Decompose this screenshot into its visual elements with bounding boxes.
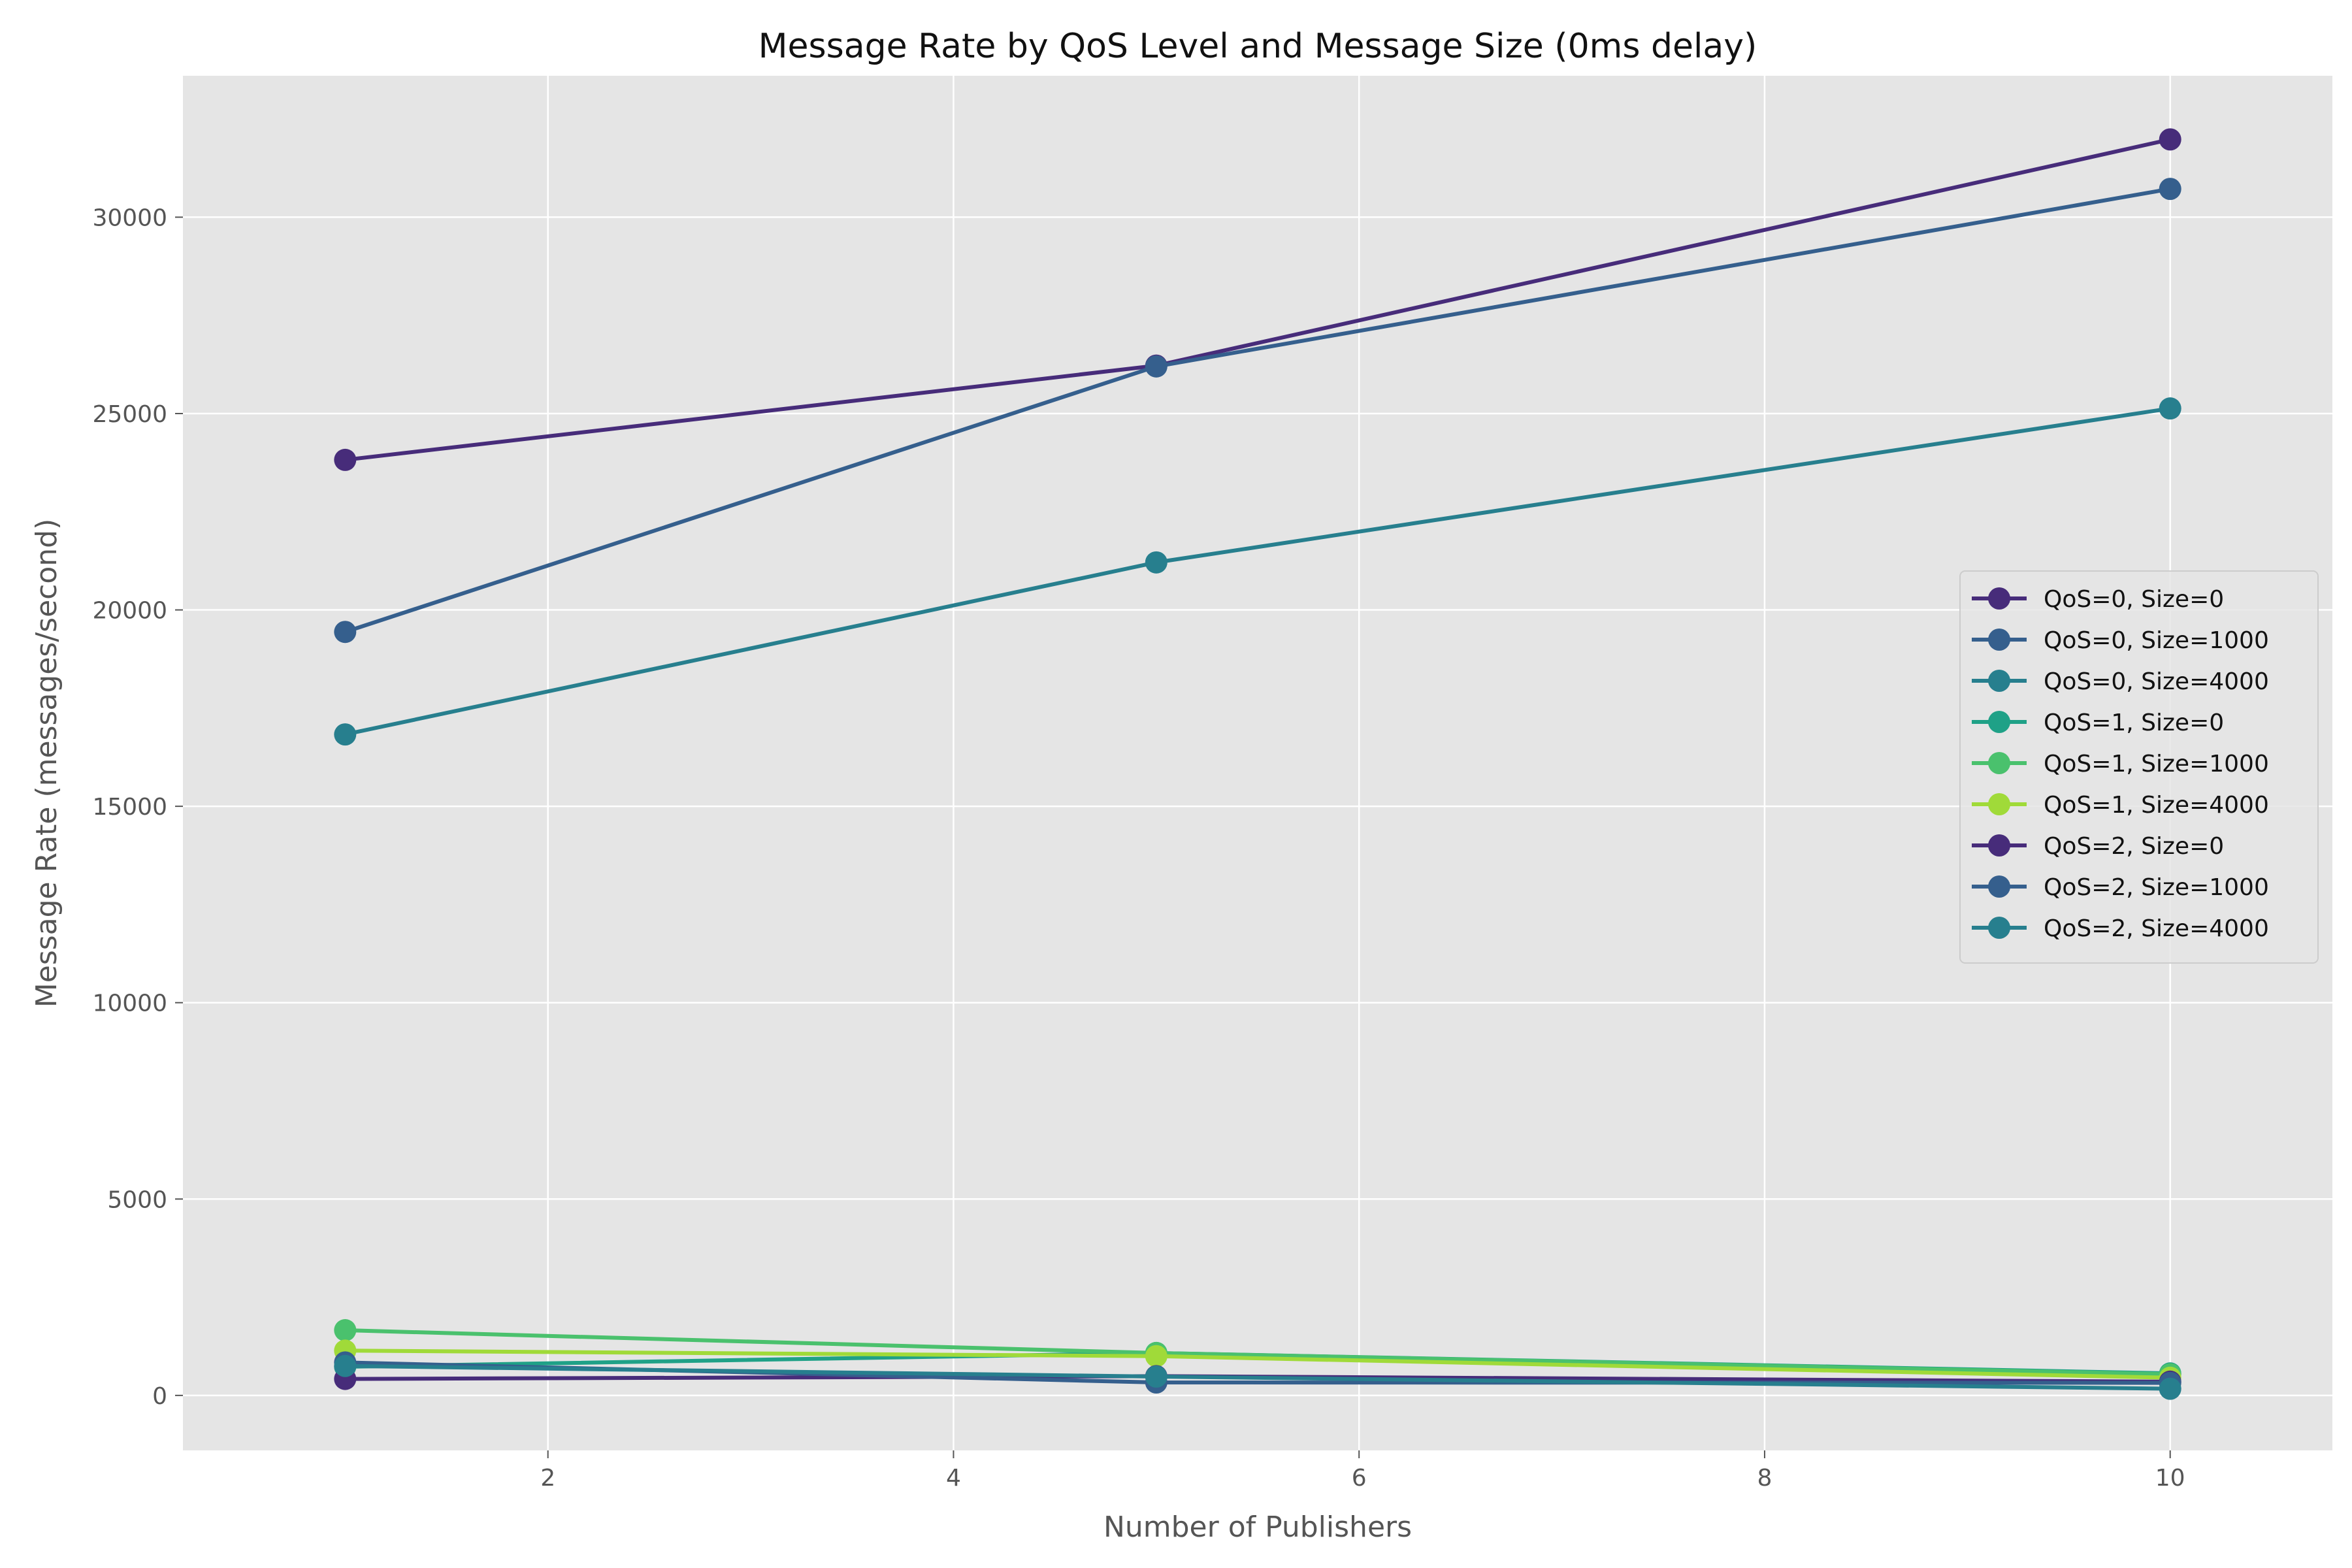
legend-item: QoS=1, Size=1000 — [1972, 751, 2269, 777]
legend-swatch-marker — [1988, 629, 2010, 651]
x-axis-ticks: 2 4 6 8 10 — [540, 1450, 2185, 1492]
legend-box — [1959, 570, 2319, 964]
legend-label: QoS=0, Size=0 — [2044, 586, 2224, 613]
y-tick-label: 0 — [152, 1383, 167, 1410]
y-axis-ticks: 0 5000 10000 15000 20000 25000 30000 — [92, 204, 183, 1410]
y-axis-label: Message Rate (messages/second) — [30, 519, 63, 1007]
data-point — [2159, 128, 2181, 151]
series-3 — [334, 397, 2181, 746]
legend-label: QoS=2, Size=1000 — [2044, 874, 2269, 901]
y-tick-label: 5000 — [107, 1186, 167, 1213]
data-point — [2159, 1377, 2181, 1400]
y-tick-label: 30000 — [92, 204, 167, 231]
data-point — [334, 723, 357, 746]
legend-label: QoS=1, Size=1000 — [2044, 751, 2269, 777]
legend-label: QoS=0, Size=1000 — [2044, 627, 2269, 654]
legend-swatch-marker — [1988, 670, 2010, 692]
legend-label: QoS=1, Size=4000 — [2044, 792, 2269, 819]
legend-label: QoS=0, Size=4000 — [2044, 668, 2269, 695]
data-point — [334, 1319, 357, 1342]
legend-swatch-marker — [1988, 711, 2010, 733]
legend-swatch-marker — [1988, 875, 2010, 898]
legend-swatch-marker — [1988, 834, 2010, 857]
data-point — [334, 621, 357, 644]
legend-item: QoS=2, Size=0 — [1972, 833, 2224, 860]
data-point — [334, 1354, 357, 1377]
legend-swatch-marker — [1988, 587, 2010, 610]
legend-item: QoS=1, Size=4000 — [1972, 792, 2269, 819]
legend-swatch-marker — [1988, 752, 2010, 774]
legend-item: QoS=1, Size=0 — [1972, 710, 2224, 736]
data-point — [2159, 178, 2181, 201]
data-point — [334, 448, 357, 471]
y-tick-label: 20000 — [92, 598, 167, 625]
data-point — [1145, 551, 1168, 574]
legend-item: QoS=0, Size=1000 — [1972, 627, 2269, 654]
legend-label: QoS=2, Size=4000 — [2044, 915, 2269, 942]
series-2 — [334, 178, 2181, 644]
series-9 — [334, 1354, 2181, 1400]
legend: QoS=0, Size=0 QoS=0, Size=1000 QoS=0, Size… — [1959, 570, 2319, 964]
chart-title: Message Rate by QoS Level and Message Si… — [759, 27, 1757, 66]
legend-item: QoS=2, Size=4000 — [1972, 915, 2269, 942]
legend-swatch-marker — [1988, 793, 2010, 815]
x-tick-label: 10 — [2155, 1465, 2185, 1492]
x-tick-label: 6 — [1352, 1465, 1367, 1492]
x-axis-label: Number of Publishers — [1103, 1511, 1412, 1544]
data-point — [1145, 1365, 1168, 1388]
legend-label: QoS=1, Size=0 — [2044, 710, 2224, 736]
data-point — [2159, 397, 2181, 420]
legend-label: QoS=2, Size=0 — [2044, 833, 2224, 860]
data-point — [1145, 355, 1168, 378]
data-point — [1145, 1345, 1168, 1367]
y-tick-label: 25000 — [92, 401, 167, 428]
legend-item: QoS=2, Size=1000 — [1972, 874, 2269, 901]
legend-item: QoS=0, Size=0 — [1972, 586, 2224, 613]
series-group — [334, 128, 2181, 1400]
x-tick-label: 2 — [540, 1465, 555, 1492]
legend-item: QoS=0, Size=4000 — [1972, 668, 2269, 695]
grid — [183, 76, 2332, 1450]
y-tick-label: 15000 — [92, 794, 167, 821]
x-tick-label: 8 — [1757, 1465, 1772, 1492]
x-tick-label: 4 — [946, 1465, 961, 1492]
legend-swatch-marker — [1988, 917, 2010, 939]
y-tick-label: 10000 — [92, 990, 167, 1017]
